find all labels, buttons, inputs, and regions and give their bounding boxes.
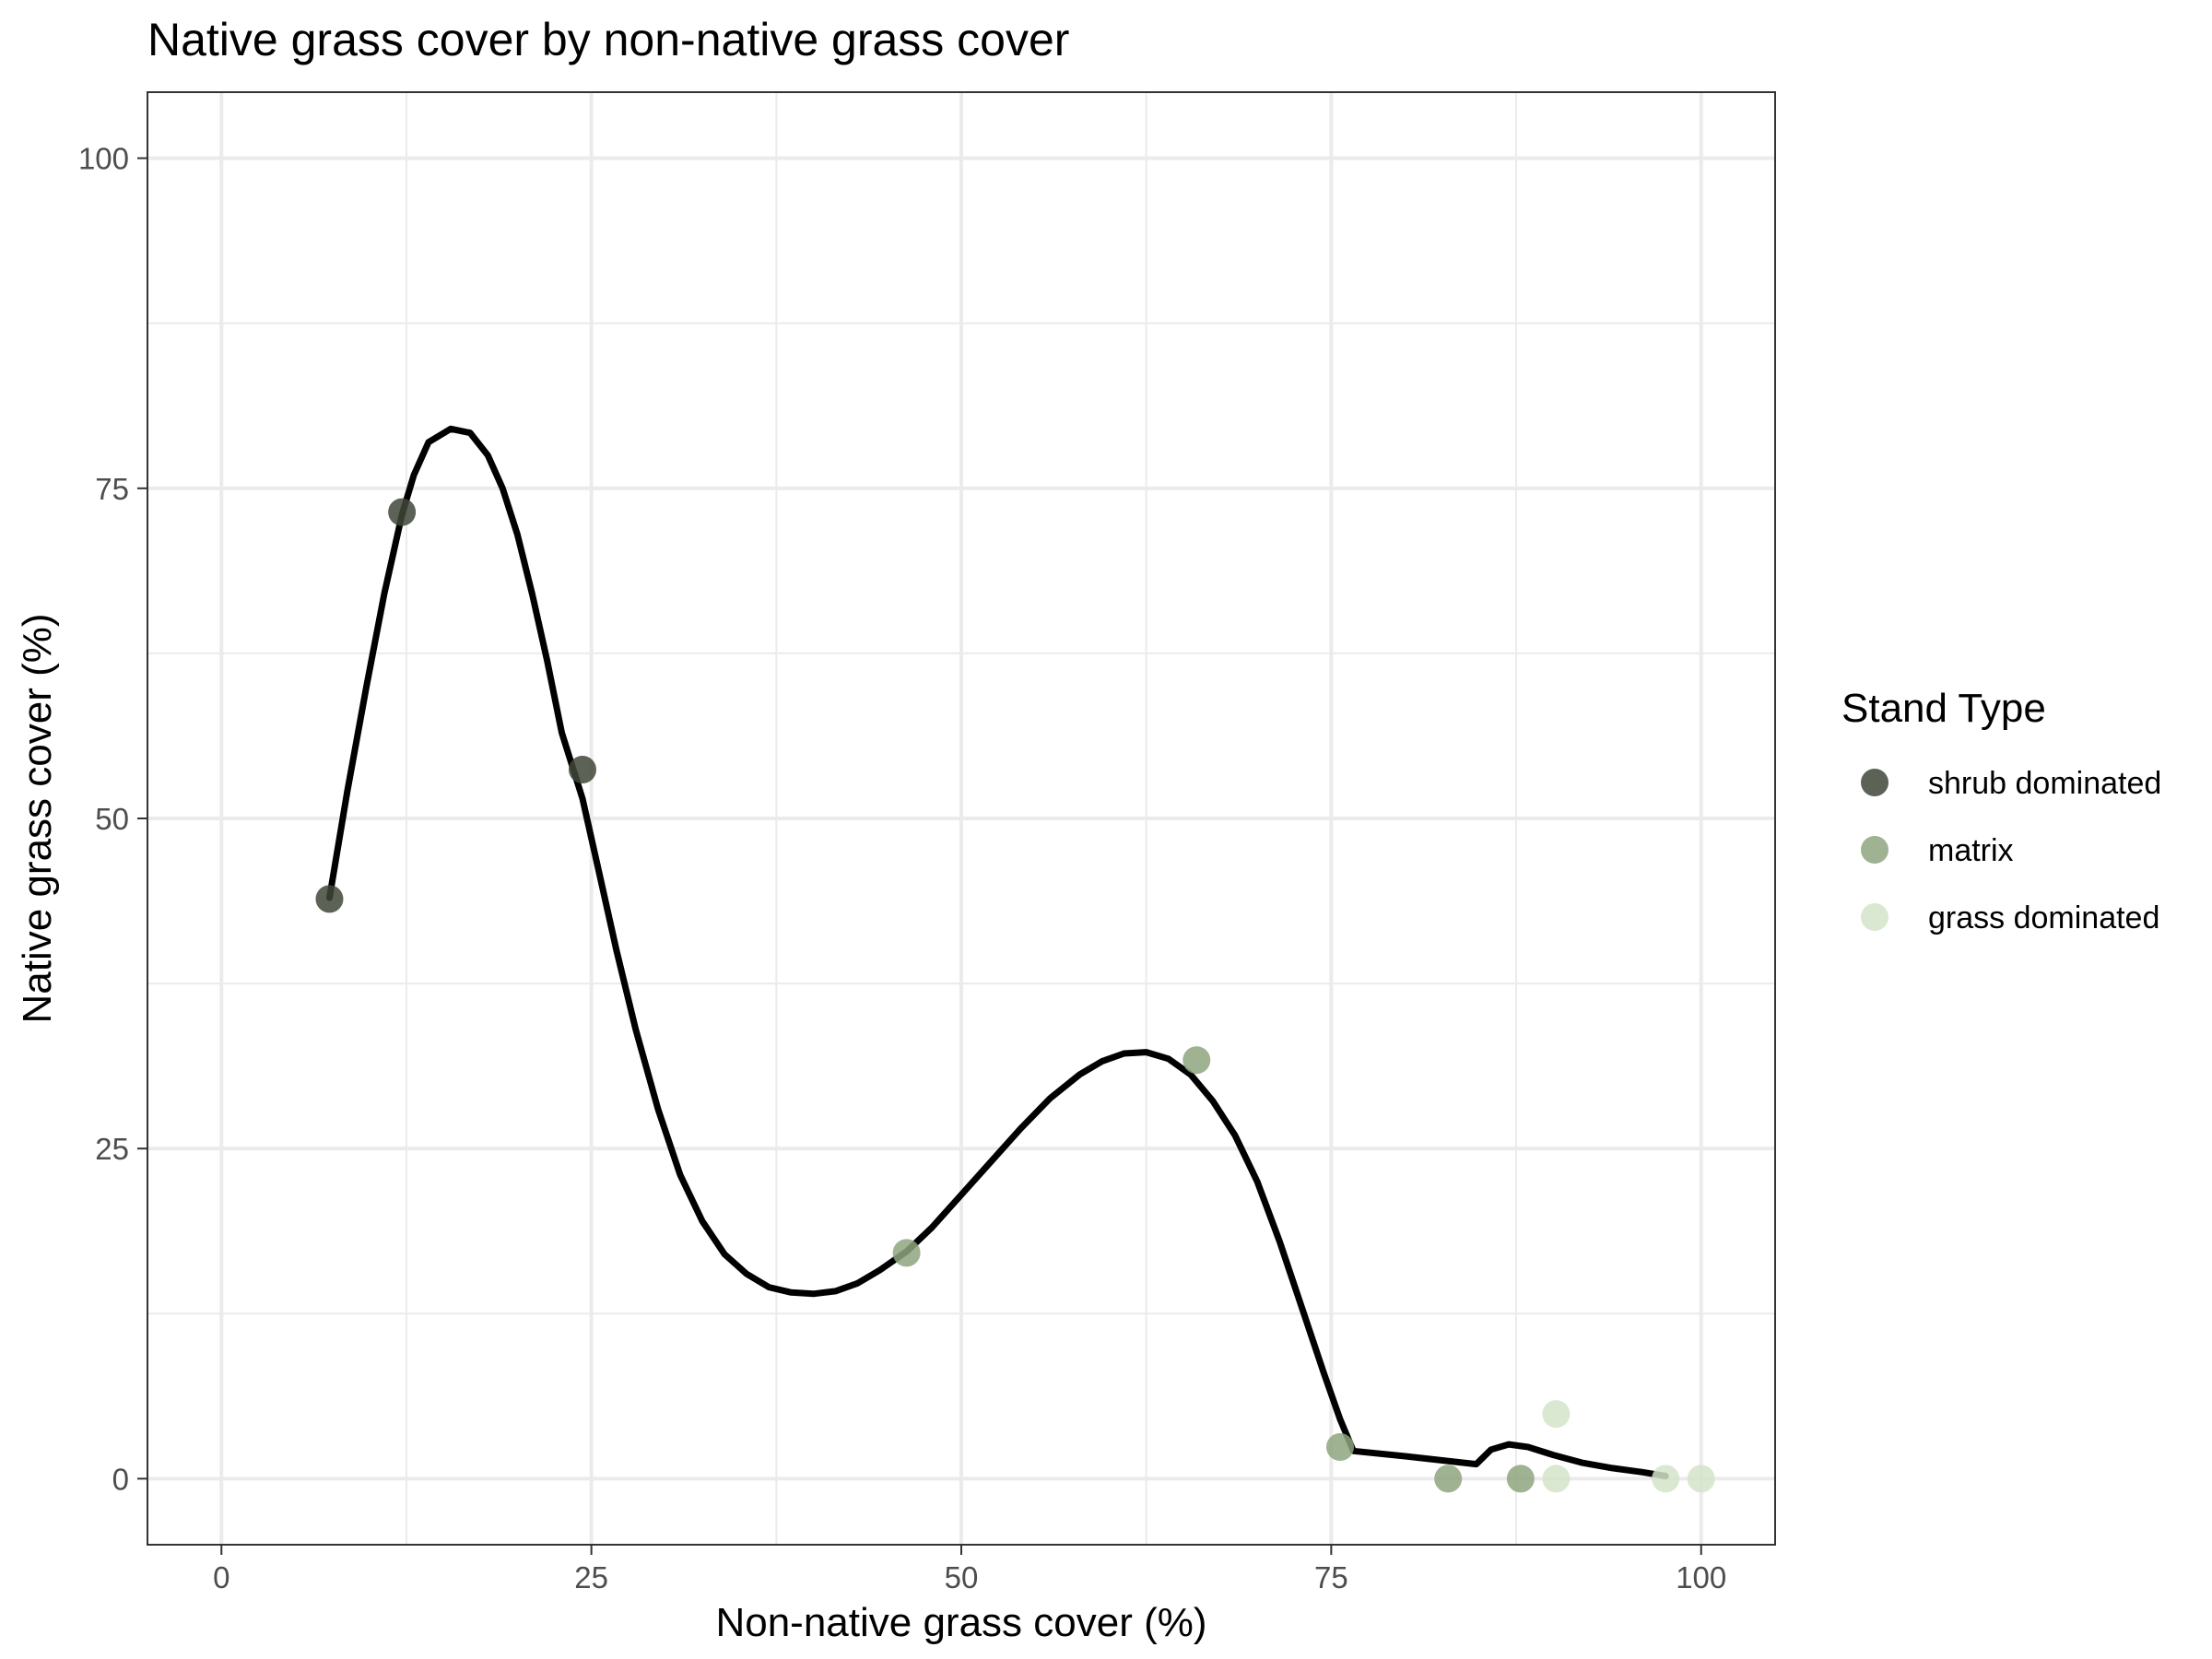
x-axis-title: Non-native grass cover (%) — [715, 1600, 1206, 1645]
grid-major — [147, 92, 1775, 1545]
data-point-matrix — [1325, 1432, 1354, 1461]
data-point-shrub-dominated — [388, 498, 417, 526]
y-axis-ticks — [137, 157, 147, 1480]
data-point-grass-dominated — [1687, 1465, 1715, 1493]
data-point-shrub-dominated — [569, 755, 597, 783]
data-point-grass-dominated — [1542, 1465, 1571, 1493]
data-point-matrix — [1182, 1046, 1211, 1075]
data-point-matrix — [892, 1239, 921, 1267]
legend-label: matrix — [1928, 833, 2014, 868]
data-point-grass-dominated — [1652, 1465, 1680, 1493]
x-tick-label: 75 — [1314, 1560, 1348, 1594]
y-tick-label: 75 — [95, 472, 129, 506]
y-tick-label: 50 — [95, 802, 129, 836]
y-axis-title: Native grass cover (%) — [15, 613, 60, 1023]
data-point-matrix — [1434, 1465, 1463, 1493]
legend-key — [1861, 836, 1888, 864]
x-tick-label: 100 — [1676, 1560, 1726, 1594]
legend-label: grass dominated — [1928, 900, 2159, 935]
x-axis-tick-labels: 0 25 50 75 100 — [213, 1560, 1726, 1594]
x-tick-label: 0 — [213, 1560, 229, 1594]
data-point-shrub-dominated — [315, 885, 344, 913]
legend-label: shrub dominated — [1928, 766, 2161, 801]
x-tick-label: 25 — [574, 1560, 608, 1594]
x-axis-ticks — [220, 1545, 1702, 1555]
x-tick-label: 50 — [945, 1560, 979, 1594]
y-tick-label: 25 — [95, 1132, 129, 1166]
y-tick-label: 100 — [78, 142, 129, 176]
y-tick-label: 0 — [112, 1462, 129, 1496]
legend-key — [1861, 769, 1888, 796]
legend: Stand Type shrub dominated matrix grass do… — [1841, 686, 2161, 935]
y-axis-tick-labels: 0 25 50 75 100 — [78, 142, 129, 1497]
data-point-matrix — [1506, 1465, 1535, 1493]
data-point-grass-dominated — [1542, 1400, 1571, 1429]
smooth-trend-line — [326, 425, 1669, 1479]
chart-title: Native grass cover by non-native grass c… — [147, 14, 1069, 65]
legend-title: Stand Type — [1841, 686, 2046, 731]
legend-key — [1861, 903, 1888, 931]
data-points — [315, 498, 1715, 1493]
